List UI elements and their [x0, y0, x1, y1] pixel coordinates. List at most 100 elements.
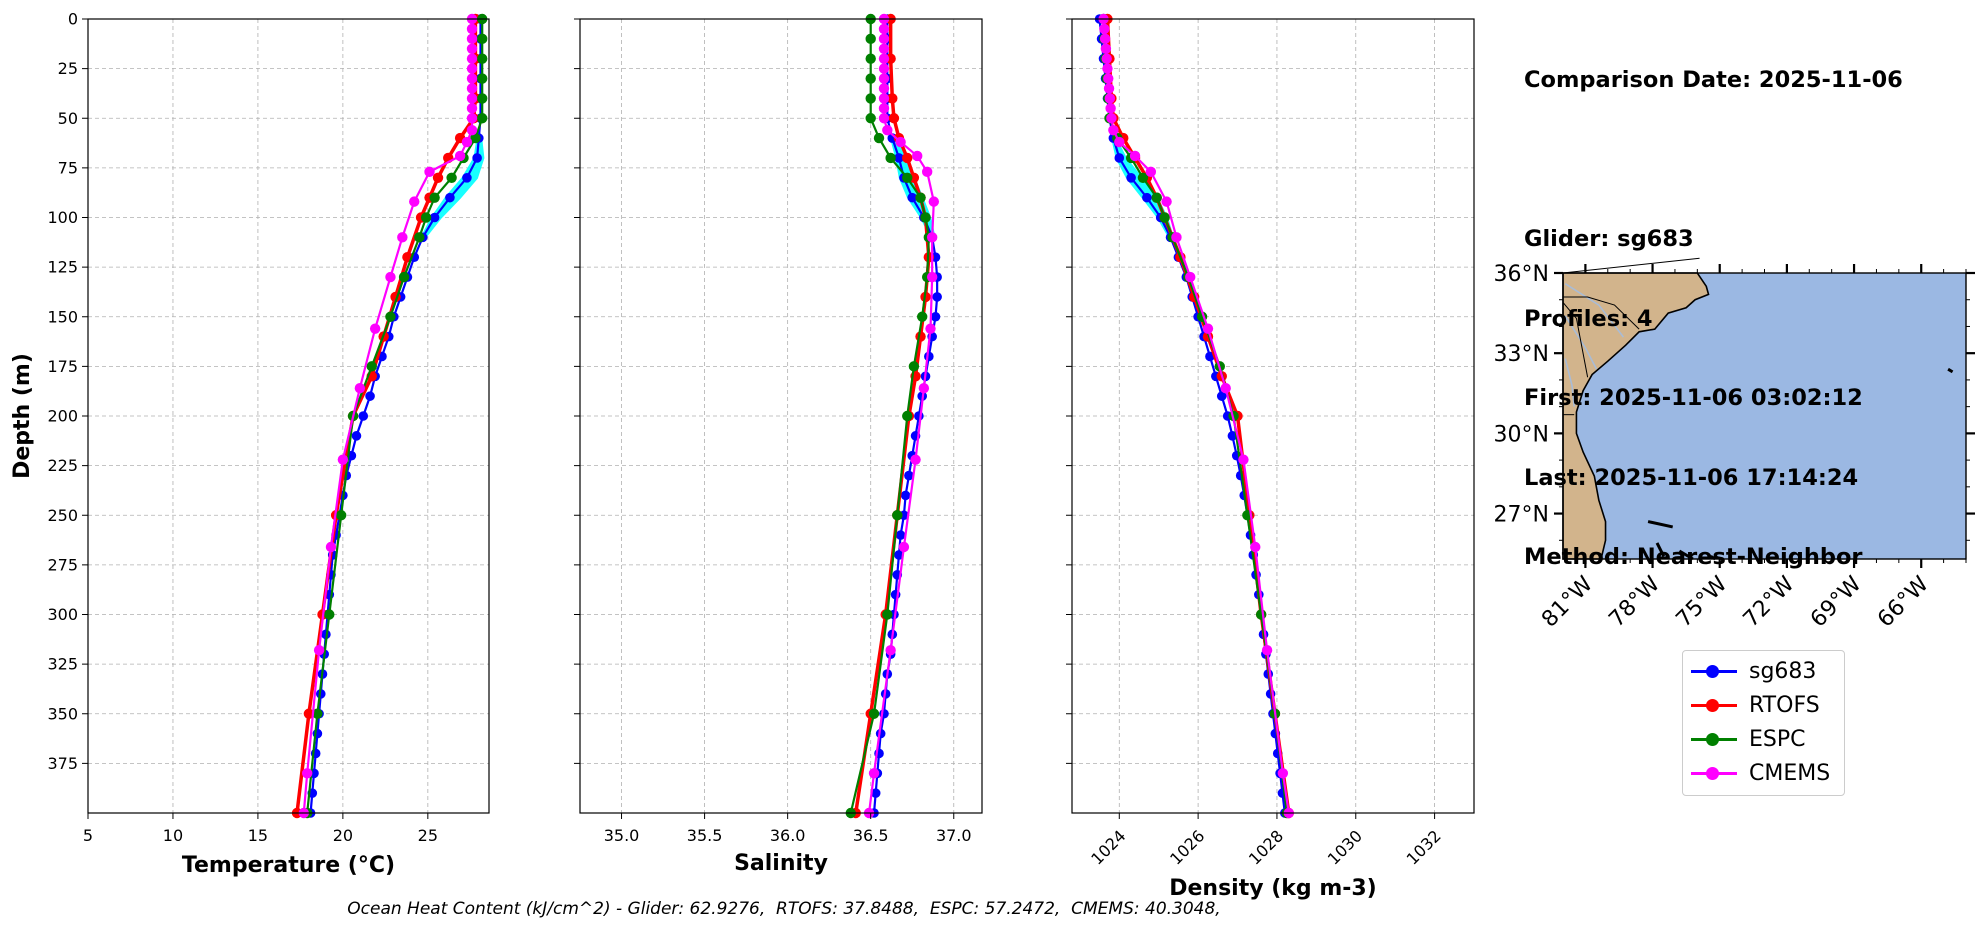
data-point-espc — [477, 73, 488, 84]
data-point-espc — [1159, 212, 1170, 223]
data-point-cmems — [466, 23, 478, 35]
data-point-cmems — [369, 323, 381, 334]
y-tick-label: 350 — [47, 704, 78, 723]
data-point-espc — [335, 510, 347, 521]
data-point-cmems — [925, 323, 936, 334]
data-point-espc — [865, 33, 876, 45]
data-point-espc — [916, 311, 928, 322]
data-point-espc — [915, 192, 926, 203]
data-point-cmems — [878, 83, 890, 94]
data-point-espc — [902, 410, 913, 422]
data-point-rtofs — [902, 152, 913, 164]
y-tick-label: 50 — [58, 109, 78, 128]
data-point-cmems — [1099, 23, 1110, 35]
data-point-espc — [385, 311, 396, 322]
data-point-cmems — [898, 541, 910, 553]
data-point-sg683 — [894, 550, 904, 560]
last-time: Last: 2025-11-06 17:14:24 — [1524, 464, 1859, 491]
data-point-sg683 — [914, 411, 924, 421]
river — [1564, 283, 1625, 338]
data-point-espc — [868, 708, 880, 719]
legend-label: ESPC — [1749, 726, 1806, 752]
data-point-espc — [312, 708, 323, 719]
data-point-sg683 — [472, 153, 482, 163]
data-point-cmems — [454, 150, 466, 162]
legend-marker — [1691, 724, 1737, 754]
data-point-espc — [477, 33, 488, 45]
data-point-cmems — [1261, 645, 1273, 656]
method: Method: Nearest-Neighbor — [1524, 544, 1863, 570]
data-point-sg683 — [429, 212, 440, 223]
river — [1564, 358, 1575, 407]
data-point-cmems — [1099, 33, 1111, 45]
data-point-cmems — [1114, 136, 1125, 148]
axes-frame — [87, 18, 490, 814]
data-point-espc — [865, 53, 876, 64]
lat-tick-label: 36°N — [1494, 262, 1549, 287]
y-tick-label: 325 — [47, 655, 78, 674]
x-axis-label: Density (kg m-3) — [1169, 876, 1377, 901]
data-point-sg683 — [445, 192, 455, 203]
lat-tick-label: 33°N — [1494, 342, 1549, 367]
data-point-cmems — [868, 768, 880, 779]
legend-marker — [1691, 690, 1737, 720]
data-point-rtofs — [303, 708, 315, 719]
data-point-espc — [446, 172, 457, 183]
legend-item-cmems: CMEMS — [1691, 758, 1830, 788]
y-tick-label: 300 — [47, 605, 78, 624]
data-point-cmems — [1171, 232, 1182, 243]
data-point-sg683 — [351, 431, 362, 441]
temperature-profile-panel: 5 10 15 20 250255075100125150175200225250275… — [10, 10, 490, 878]
profile-count: Profiles: 4 — [1524, 305, 1653, 332]
y-tick-label: 200 — [47, 407, 78, 426]
data-point-cmems — [1161, 196, 1172, 207]
data-point-espc — [420, 212, 432, 223]
y-axis-label: Depth (m) — [10, 353, 35, 479]
river — [1564, 315, 1598, 370]
data-point-sg683 — [870, 788, 881, 798]
data-point-cmems — [885, 645, 896, 656]
data-point-espc — [885, 152, 896, 164]
x-tick-label: 1030 — [1324, 826, 1366, 868]
data-point-cmems — [878, 63, 890, 74]
lat-tick-label: 27°N — [1494, 503, 1549, 528]
data-point-cmems — [1185, 271, 1196, 283]
data-point-espc — [1137, 172, 1149, 183]
data-point-sg683 — [900, 490, 911, 501]
land-mass — [1562, 272, 1710, 560]
y-tick-label: 275 — [47, 555, 78, 574]
data-point-cmems — [466, 103, 478, 114]
y-tick-label: 375 — [47, 754, 78, 773]
data-point-cmems — [878, 33, 890, 45]
x-tick-label: 5 — [83, 826, 93, 845]
data-point-cmems — [466, 43, 478, 54]
data-point-cmems — [878, 73, 890, 84]
data-point-cmems — [1103, 83, 1115, 94]
data-point-sg683 — [930, 311, 941, 322]
x-axis-label: Salinity — [734, 851, 828, 876]
y-tick-label: 175 — [47, 357, 78, 376]
data-point-cmems — [878, 43, 890, 54]
island — [1655, 542, 1666, 558]
x-tick-label: 10 — [163, 826, 183, 845]
y-tick-label: 150 — [47, 307, 78, 326]
glider-name: Glider: sg683 — [1524, 226, 1694, 252]
data-point-espc — [882, 609, 893, 620]
data-point-sg683 — [932, 292, 942, 302]
data-point-espc — [477, 113, 488, 124]
data-point-cmems — [301, 768, 313, 779]
data-point-espc — [366, 361, 377, 372]
data-point-cmems — [1220, 383, 1231, 394]
data-point-espc — [908, 361, 920, 372]
data-point-espc — [1151, 192, 1162, 203]
legend-item-sg683: sg683 — [1691, 656, 1816, 686]
x-tick-label: 36.5 — [853, 826, 889, 845]
data-point-cmems — [878, 103, 890, 114]
data-point-sg683 — [894, 153, 904, 163]
data-point-cmems — [1103, 73, 1114, 84]
data-point-cmems — [910, 454, 921, 465]
y-tick-label: 75 — [58, 158, 78, 177]
data-point-cmems — [466, 63, 478, 74]
data-point-espc — [892, 510, 903, 521]
x-tick-label: 1026 — [1166, 826, 1208, 868]
